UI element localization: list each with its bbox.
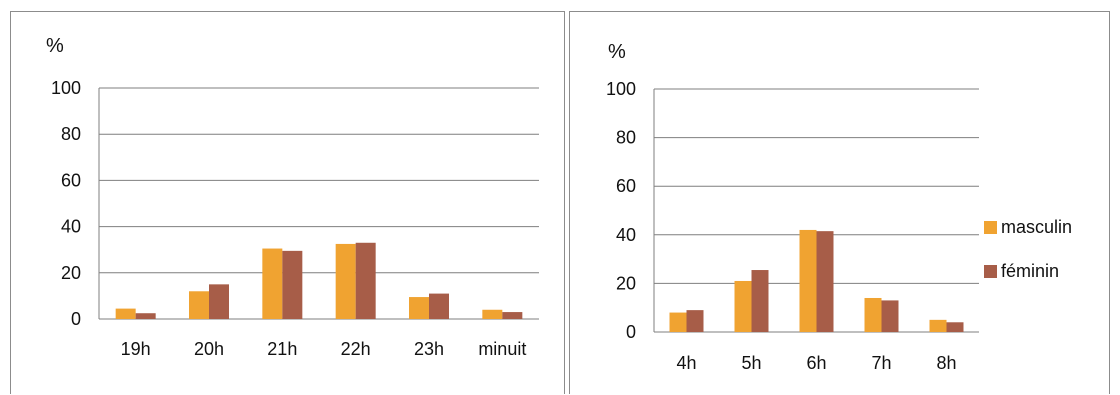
bar [115,308,136,319]
y-tick-label: 20 [61,263,81,283]
y-tick-label: 40 [616,225,636,245]
bar [502,312,523,319]
bar [946,322,964,332]
bar [669,312,687,332]
y-tick-label: 0 [71,309,81,329]
y-tick-label: 60 [616,176,636,196]
x-tick-label: minuit [478,339,526,359]
x-tick-label: 6h [806,353,826,373]
x-tick-label: 20h [194,339,224,359]
bar [864,297,882,332]
bar [409,297,429,319]
bar [355,242,376,319]
y-tick-label: 80 [616,128,636,148]
bar-chart-evening: % 0 20 40 60 80 100 19h 20h 21h 22h 23h minuit [46,35,539,359]
bar [189,291,209,319]
y-tick-label: 40 [61,217,81,237]
chart-frame-right: % 0 20 40 60 80 100 4h 5h 6h 7h 8h masculin féminin [569,11,1110,394]
bar-chart-morning: % 0 20 40 60 80 100 4h 5h 6h 7h 8h masculin féminin [606,41,1072,373]
y-tick-label: 100 [51,78,81,98]
x-tick-label: 23h [414,339,444,359]
y-tick-label: 20 [616,273,636,293]
legend-swatch [984,221,997,234]
bar [482,309,503,319]
legend-label: masculin [1001,217,1072,237]
bar [429,293,449,319]
x-tick-label: 5h [741,353,761,373]
bar [335,243,356,319]
chart-frame-left: % 0 20 40 60 80 100 19h 20h 21h 22h 23h minuit [10,11,565,394]
x-tick-label: 21h [267,339,297,359]
x-tick-label: 4h [676,353,696,373]
y-tick-label: 60 [61,170,81,190]
x-tick-label: 7h [871,353,891,373]
bar [209,284,229,319]
y-tick-label: 80 [61,124,81,144]
bar [686,310,704,332]
bar [929,319,947,332]
bar [734,280,752,332]
bar [262,248,283,319]
y-unit-label: % [46,35,64,57]
legend-swatch [984,265,997,278]
bar [816,231,834,332]
y-tick-label: 0 [626,322,636,342]
bar [799,229,817,332]
y-tick-label: 100 [606,79,636,99]
bar [282,250,303,319]
legend-label: féminin [1001,261,1059,281]
x-tick-label: 19h [121,339,151,359]
x-tick-label: 8h [936,353,956,373]
y-unit-label: % [608,41,626,63]
bar [751,270,769,332]
bar [881,300,899,332]
x-tick-label: 22h [341,339,371,359]
bar [135,313,156,319]
